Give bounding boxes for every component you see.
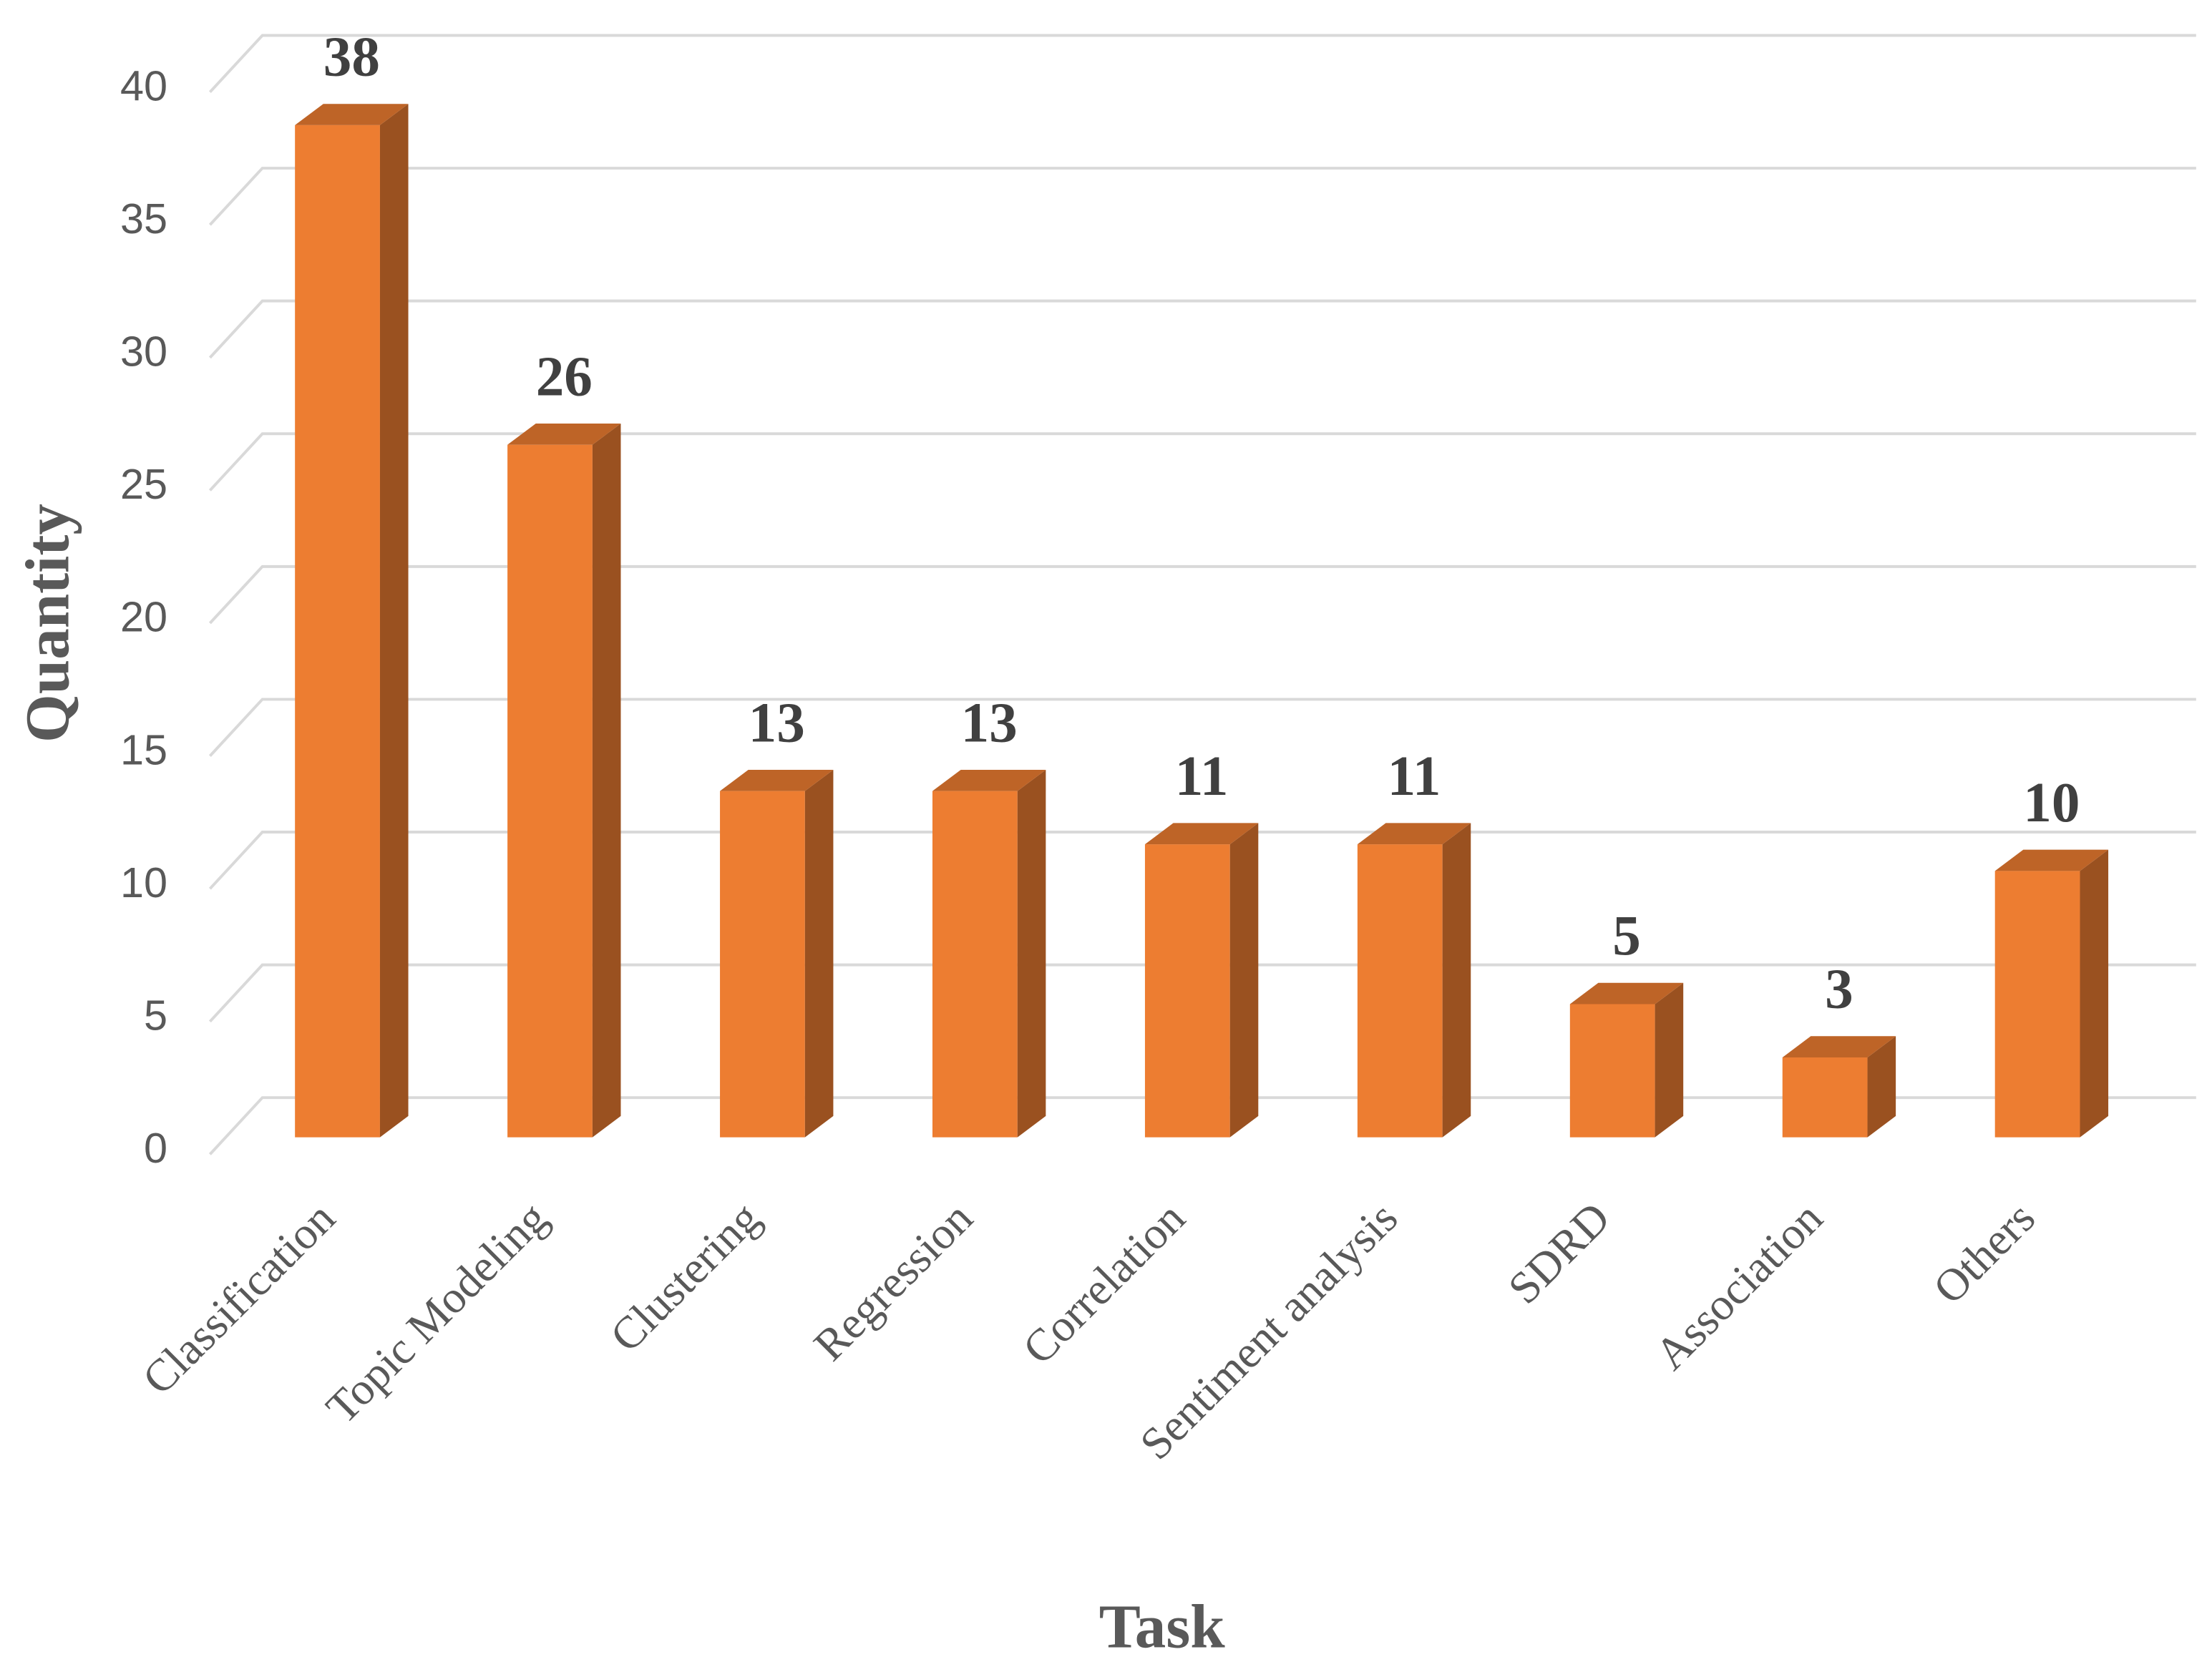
- bar: [1144, 823, 1259, 1138]
- y-tick-label: 20: [120, 593, 167, 641]
- bar-side: [1655, 982, 1684, 1138]
- bar: [1569, 982, 1684, 1138]
- y-tick-label: 10: [120, 859, 167, 906]
- bar-front: [507, 444, 593, 1138]
- bar-front: [720, 791, 805, 1138]
- data-label: 13: [961, 691, 1018, 754]
- data-label: 3: [1825, 958, 1853, 1021]
- grid-line: [208, 432, 2196, 492]
- data-label: 13: [749, 691, 805, 754]
- bar-front: [1144, 844, 1230, 1138]
- bar: [1994, 849, 2109, 1138]
- data-label: 38: [323, 26, 380, 89]
- x-tick-label: Classification: [133, 1193, 345, 1404]
- bar-top: [295, 104, 409, 125]
- y-tick-label: 5: [144, 992, 167, 1040]
- bar-top: [1357, 823, 1471, 845]
- grid-line: [208, 963, 2196, 1023]
- data-label: 11: [1175, 745, 1229, 808]
- bar-top: [932, 769, 1046, 791]
- bar-front: [932, 791, 1018, 1138]
- bar-front: [1357, 844, 1443, 1138]
- bar-side: [2080, 849, 2109, 1138]
- bar-top: [1782, 1036, 1896, 1057]
- y-axis-title: Quantity: [12, 504, 82, 743]
- bar-top: [720, 769, 834, 791]
- bar: [295, 104, 409, 1138]
- data-label: 26: [536, 345, 593, 408]
- grid-line: [208, 34, 2196, 94]
- bar-side: [1867, 1036, 1896, 1138]
- x-axis-title: Task: [1099, 1591, 1226, 1661]
- bar-side: [1229, 823, 1259, 1138]
- x-tick-label: Topic Modeling: [316, 1193, 557, 1433]
- bar-side: [379, 104, 409, 1138]
- bar-front: [295, 124, 380, 1138]
- bar: [1357, 823, 1471, 1138]
- x-tick-label: Correlation: [1013, 1193, 1194, 1374]
- y-tick-label: 30: [120, 328, 167, 376]
- x-tick-label: Association: [1645, 1193, 1832, 1379]
- bar-side: [592, 423, 621, 1138]
- bar-front: [1782, 1057, 1868, 1138]
- bar-top: [1569, 982, 1684, 1004]
- x-tick-label: Others: [1924, 1193, 2045, 1314]
- grid-line: [208, 167, 2196, 226]
- bar-side: [1442, 823, 1471, 1138]
- bar-top: [1144, 823, 1259, 845]
- bar: [1782, 1036, 1896, 1138]
- bar-side: [1017, 769, 1046, 1138]
- data-label: 5: [1612, 904, 1641, 967]
- bar: [720, 769, 834, 1138]
- bar-top: [507, 423, 621, 445]
- grid-line: [208, 299, 2196, 359]
- bar-top: [1994, 849, 2109, 871]
- grid-line: [208, 1096, 2196, 1155]
- grid-line: [208, 831, 2196, 890]
- bar-front: [1994, 871, 2080, 1138]
- y-tick-label: 40: [120, 62, 167, 109]
- y-tick-label: 15: [120, 725, 167, 773]
- grid-line: [208, 698, 2196, 757]
- bar-front: [1569, 1004, 1655, 1138]
- y-tick-label: 35: [120, 195, 167, 243]
- y-tick-label: 25: [120, 460, 167, 508]
- x-tick-label: Clustering: [600, 1193, 769, 1362]
- data-label: 10: [2023, 771, 2080, 834]
- bar-side: [804, 769, 834, 1138]
- bar: [932, 769, 1046, 1138]
- grid-line: [208, 564, 2196, 625]
- y-tick-label: 0: [144, 1124, 167, 1172]
- data-label: 11: [1388, 745, 1441, 808]
- x-tick-label: Regression: [804, 1193, 982, 1370]
- x-tick-label: SDRD: [1499, 1193, 1619, 1314]
- bar: [507, 423, 621, 1138]
